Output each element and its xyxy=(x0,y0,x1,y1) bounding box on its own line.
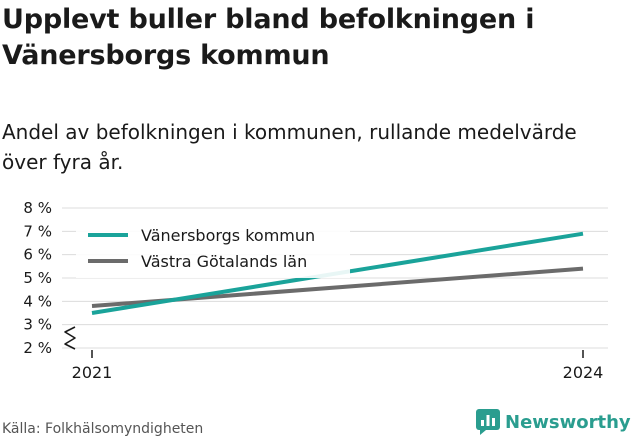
y-tick-label: 4 % xyxy=(23,292,52,310)
chart-title: Upplevt buller bland befolkningen i Väne… xyxy=(2,4,535,71)
brand-name: Newsworthy xyxy=(505,411,631,433)
y-tick-label: 5 % xyxy=(23,269,52,287)
y-axis-labels: 2 % 3 % 4 % 5 % 6 % 7 % 8 % xyxy=(23,199,52,357)
x-axis: 2021 2024 xyxy=(72,350,604,382)
y-tick-label: 6 % xyxy=(23,246,52,264)
x-tick-label: 2021 xyxy=(72,363,113,382)
legend-label: Vänersborgs kommun xyxy=(141,226,315,245)
chart-subtitle: Andel av befolkningen i kommunen, rullan… xyxy=(2,120,577,174)
axis-break-mark xyxy=(64,326,76,350)
x-tick-label: 2024 xyxy=(563,363,604,382)
y-axis-break-icon xyxy=(64,326,76,350)
y-tick-label: 7 % xyxy=(23,222,52,240)
line-chart: 2 % 3 % 4 % 5 % 6 % 7 % 8 % 2021 2024 Vänersbor… xyxy=(23,199,608,382)
legend: Vänersborgs kommun Västra Götalands län xyxy=(76,218,350,278)
brand: Newsworthy xyxy=(476,408,631,436)
y-tick-label: 3 % xyxy=(23,316,52,334)
y-tick-label: 2 % xyxy=(23,339,52,357)
legend-label: Västra Götalands län xyxy=(141,252,307,271)
newsworthy-logo-icon xyxy=(476,409,500,435)
legend-background xyxy=(76,218,350,278)
y-tick-label: 8 % xyxy=(23,199,52,217)
source-note: Källa: Folkhälsomyndigheten xyxy=(2,421,204,437)
